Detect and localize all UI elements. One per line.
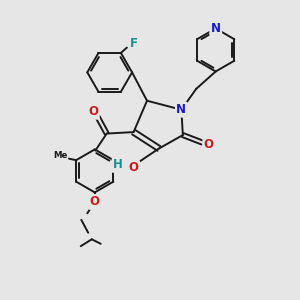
Text: O: O <box>88 105 98 118</box>
Text: O: O <box>90 196 100 208</box>
Text: O: O <box>204 137 214 151</box>
Text: N: N <box>211 22 221 35</box>
Text: F: F <box>130 37 138 50</box>
Text: N: N <box>176 103 186 116</box>
Text: H: H <box>113 158 123 171</box>
Text: Me: Me <box>53 151 67 160</box>
Text: O: O <box>129 161 139 174</box>
